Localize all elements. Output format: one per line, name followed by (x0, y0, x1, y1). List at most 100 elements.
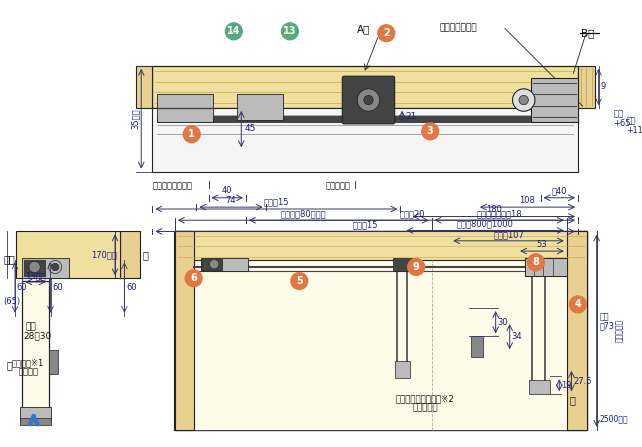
Bar (24, 260, 45, 276)
Text: －40: －40 (551, 186, 567, 195)
Circle shape (29, 261, 40, 273)
Text: 戸先側握軌: 戸先側握軌 (325, 181, 351, 190)
Circle shape (408, 258, 424, 275)
Circle shape (422, 123, 438, 140)
Text: 扉幅＝800〜1000: 扉幅＝800〜1000 (456, 219, 514, 229)
Text: 14: 14 (227, 26, 241, 36)
Circle shape (209, 260, 219, 269)
Circle shape (225, 23, 242, 40)
Text: 扉幅: 扉幅 (600, 312, 609, 321)
Text: 扉厚: 扉厚 (25, 322, 36, 331)
Text: ハンドル※1: ハンドル※1 (11, 358, 44, 367)
Text: 6: 6 (190, 273, 197, 283)
Text: 扉: 扉 (6, 361, 12, 371)
Text: 13以下: 13以下 (25, 271, 46, 280)
Text: +110: +110 (627, 126, 642, 135)
Bar (22, 257, 69, 278)
Bar (393, 257, 412, 271)
Bar (20, 407, 51, 420)
Text: 扉幅－15: 扉幅－15 (264, 198, 289, 207)
Text: 扉厚: 扉厚 (614, 110, 623, 118)
Text: 2: 2 (383, 28, 390, 38)
Bar (471, 336, 483, 357)
Text: 60: 60 (53, 283, 63, 292)
Text: 枠: 枠 (142, 250, 148, 260)
Bar (525, 257, 567, 276)
Text: 3: 3 (427, 127, 433, 136)
Text: 180: 180 (486, 205, 502, 214)
Text: 枠: 枠 (569, 395, 575, 405)
Text: 取付寸法基準点: 取付寸法基準点 (440, 24, 477, 33)
Text: 掘込みタイプの引手※2: 掘込みタイプの引手※2 (396, 394, 455, 403)
Bar (175, 232, 587, 430)
Bar (49, 350, 58, 374)
Text: 35以下: 35以下 (130, 109, 139, 129)
Text: 4: 4 (575, 299, 582, 309)
Text: (65): (65) (4, 297, 21, 306)
Text: （扉幅＋80）以上: （扉幅＋80）以上 (281, 209, 326, 218)
Text: A部: A部 (357, 25, 370, 34)
Text: 8: 8 (532, 257, 539, 267)
Circle shape (528, 254, 544, 271)
Text: 21: 21 (405, 112, 416, 121)
Text: 108: 108 (519, 196, 535, 205)
Text: 45: 45 (244, 124, 256, 133)
Text: 27.5: 27.5 (573, 376, 592, 386)
Bar (157, 94, 213, 122)
Circle shape (512, 89, 535, 111)
Text: 53: 53 (537, 240, 547, 249)
Bar (531, 78, 578, 122)
Bar (395, 362, 410, 378)
Bar (157, 116, 573, 122)
Text: ＋73: ＋73 (600, 321, 614, 330)
Text: 扉幅＋20: 扉幅＋20 (399, 209, 425, 218)
Text: 19: 19 (561, 381, 571, 390)
Text: B部: B部 (581, 28, 594, 38)
Bar (194, 260, 567, 430)
Circle shape (357, 89, 379, 111)
Text: 戸尻側取付基準穴: 戸尻側取付基準穴 (152, 181, 193, 190)
Text: 28〜30: 28〜30 (23, 332, 51, 341)
Text: 170以上: 170以上 (91, 250, 117, 259)
Text: 60: 60 (17, 283, 28, 292)
Text: 1: 1 (188, 129, 195, 139)
Text: 開口幅＝扉幅－18: 開口幅＝扉幅－18 (476, 209, 522, 218)
Bar (175, 232, 194, 430)
Circle shape (51, 263, 59, 271)
Circle shape (49, 261, 62, 274)
Text: 9: 9 (413, 262, 420, 272)
Text: 9: 9 (600, 82, 605, 92)
FancyBboxPatch shape (342, 76, 395, 124)
Bar (237, 94, 283, 120)
Text: +65: +65 (614, 119, 631, 128)
Text: 40: 40 (222, 186, 232, 195)
Circle shape (378, 25, 395, 42)
Text: 13: 13 (283, 26, 297, 36)
Text: 扉幅＝扉幅: 扉幅＝扉幅 (616, 319, 625, 342)
Bar (119, 232, 141, 278)
Text: 5: 5 (296, 276, 302, 286)
Circle shape (185, 270, 202, 287)
Bar (567, 232, 587, 430)
Text: 34: 34 (512, 332, 522, 341)
Bar (175, 232, 587, 260)
Text: （扉表側）: （扉表側） (413, 404, 438, 413)
Circle shape (184, 126, 200, 143)
Bar (16, 232, 119, 278)
Bar (152, 66, 578, 108)
Text: 扉幅－107: 扉幅－107 (493, 230, 524, 239)
Bar (578, 66, 594, 108)
Bar (152, 108, 578, 172)
FancyBboxPatch shape (202, 260, 223, 271)
Bar (20, 418, 51, 425)
Bar (135, 66, 152, 108)
Circle shape (364, 95, 373, 105)
Circle shape (519, 95, 528, 105)
Circle shape (569, 296, 586, 313)
Text: 扉幅－15: 扉幅－15 (352, 220, 378, 229)
Circle shape (291, 273, 308, 290)
Text: （別売）: （別売） (19, 367, 39, 376)
Text: 幕板: 幕板 (4, 254, 15, 265)
Text: 30: 30 (498, 318, 508, 327)
Text: 2500以下: 2500以下 (600, 414, 628, 423)
